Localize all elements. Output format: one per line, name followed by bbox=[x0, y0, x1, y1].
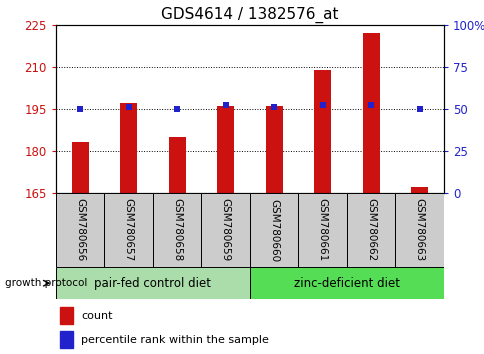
Text: count: count bbox=[81, 311, 112, 321]
Bar bbox=[72, 142, 89, 193]
FancyBboxPatch shape bbox=[152, 193, 201, 267]
Text: GSM780662: GSM780662 bbox=[365, 199, 375, 262]
FancyBboxPatch shape bbox=[104, 193, 152, 267]
Text: zinc-deficient diet: zinc-deficient diet bbox=[293, 277, 399, 290]
Text: GSM780660: GSM780660 bbox=[269, 199, 278, 262]
Bar bbox=[60, 307, 73, 324]
Bar bbox=[120, 103, 136, 193]
FancyBboxPatch shape bbox=[394, 193, 443, 267]
Text: GSM780659: GSM780659 bbox=[220, 199, 230, 262]
Text: GSM780657: GSM780657 bbox=[123, 199, 133, 262]
Bar bbox=[217, 106, 234, 193]
Bar bbox=[362, 33, 378, 193]
Bar bbox=[168, 137, 185, 193]
Bar bbox=[314, 70, 330, 193]
FancyBboxPatch shape bbox=[249, 193, 298, 267]
Text: GSM780656: GSM780656 bbox=[75, 199, 85, 262]
Text: growth protocol: growth protocol bbox=[5, 278, 87, 288]
FancyBboxPatch shape bbox=[298, 193, 346, 267]
Title: GDS4614 / 1382576_at: GDS4614 / 1382576_at bbox=[161, 7, 338, 23]
Bar bbox=[265, 106, 282, 193]
FancyBboxPatch shape bbox=[56, 267, 249, 299]
Text: GSM780663: GSM780663 bbox=[414, 199, 424, 262]
Bar bbox=[60, 331, 73, 348]
FancyBboxPatch shape bbox=[201, 193, 249, 267]
Text: percentile rank within the sample: percentile rank within the sample bbox=[81, 335, 268, 345]
Bar bbox=[410, 187, 427, 193]
Text: GSM780658: GSM780658 bbox=[172, 199, 182, 262]
FancyBboxPatch shape bbox=[249, 267, 443, 299]
FancyBboxPatch shape bbox=[56, 193, 104, 267]
FancyBboxPatch shape bbox=[346, 193, 394, 267]
Text: pair-fed control diet: pair-fed control diet bbox=[94, 277, 211, 290]
Text: GSM780661: GSM780661 bbox=[317, 199, 327, 262]
